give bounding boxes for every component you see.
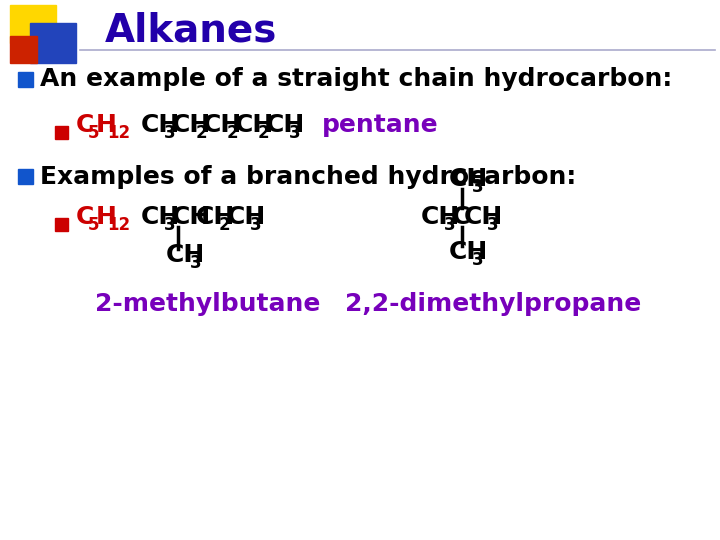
- Text: 12: 12: [107, 124, 130, 143]
- Text: CH: CH: [141, 113, 180, 137]
- Text: 2-methylbutane: 2-methylbutane: [95, 292, 320, 316]
- Text: 3: 3: [164, 124, 176, 143]
- Bar: [18, 169, 33, 184]
- Text: An example of a straight chain hydrocarbon:: An example of a straight chain hydrocarb…: [40, 67, 672, 91]
- Text: H: H: [96, 113, 117, 137]
- Text: CH: CH: [172, 113, 211, 137]
- Bar: [55, 126, 68, 139]
- Text: CH: CH: [449, 240, 487, 264]
- Text: C: C: [76, 113, 94, 137]
- Text: CH: CH: [266, 113, 305, 137]
- Text: 5: 5: [88, 217, 99, 234]
- Bar: [30, 23, 76, 63]
- Text: CH: CH: [195, 205, 235, 229]
- Text: 3: 3: [250, 217, 261, 234]
- Text: CH: CH: [166, 243, 205, 267]
- Bar: [18, 72, 33, 87]
- Text: 5: 5: [88, 124, 99, 143]
- Text: 12: 12: [107, 217, 130, 234]
- Text: Alkanes: Alkanes: [105, 11, 277, 49]
- Text: CH: CH: [420, 205, 459, 229]
- Text: 3: 3: [289, 124, 301, 143]
- Text: 2,2-dimethylpropane: 2,2-dimethylpropane: [345, 292, 642, 316]
- Text: CH: CH: [227, 205, 266, 229]
- Text: 3: 3: [472, 251, 483, 269]
- Text: C: C: [451, 205, 470, 229]
- Text: CH: CH: [172, 205, 211, 229]
- Text: 3: 3: [164, 217, 176, 234]
- Text: 2: 2: [195, 124, 207, 143]
- Bar: [10, 5, 56, 43]
- Text: 3: 3: [472, 178, 483, 197]
- Text: CH: CH: [235, 113, 274, 137]
- Text: CH: CH: [203, 113, 243, 137]
- Text: 2: 2: [219, 217, 230, 234]
- Text: CH: CH: [449, 167, 487, 191]
- Text: 3: 3: [487, 217, 498, 234]
- Text: CH: CH: [141, 205, 180, 229]
- Bar: [55, 218, 68, 231]
- Text: 3: 3: [444, 217, 456, 234]
- Text: H: H: [96, 205, 117, 229]
- Text: pentane: pentane: [322, 113, 438, 137]
- Text: 2: 2: [258, 124, 269, 143]
- Bar: [10, 36, 37, 63]
- Text: CH: CH: [463, 205, 503, 229]
- Text: 2: 2: [227, 124, 238, 143]
- Text: C: C: [76, 205, 94, 229]
- Text: Examples of a branched hydrocarbon:: Examples of a branched hydrocarbon:: [40, 165, 576, 189]
- Text: 3: 3: [189, 254, 202, 272]
